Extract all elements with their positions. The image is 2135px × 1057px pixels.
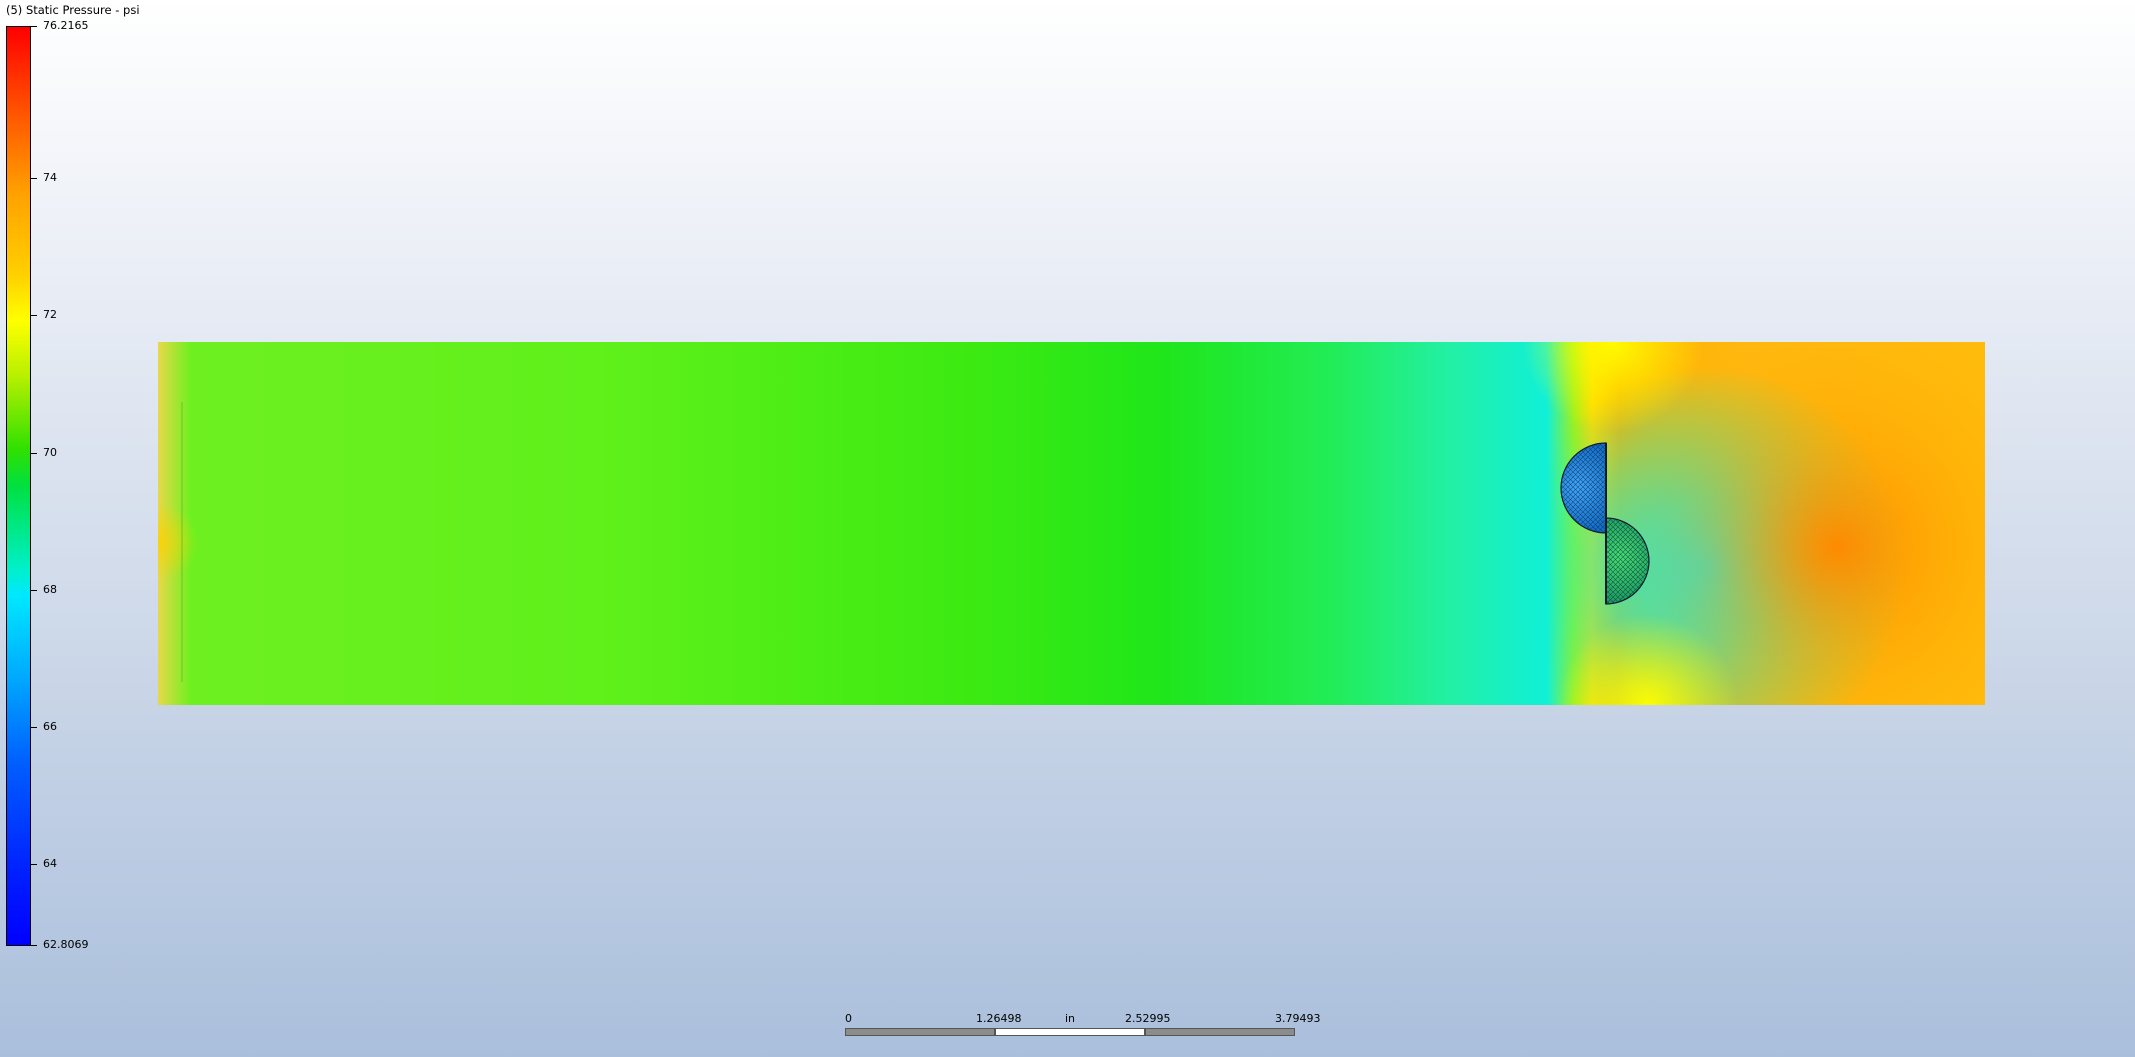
legend-tick-max (31, 26, 37, 27)
legend-tick-label-74: 74 (43, 171, 57, 184)
legend-tick-72 (31, 315, 37, 316)
pressure-field-svg (158, 342, 1985, 705)
scale-segment-1 (845, 1028, 995, 1036)
color-legend-bar (6, 26, 31, 946)
scale-segment-3 (1145, 1028, 1295, 1036)
legend-tick-66 (31, 727, 37, 728)
legend-tick-64 (31, 864, 37, 865)
legend-min-label: 62.8069 (43, 938, 89, 951)
legend-tick-label-72: 72 (43, 308, 57, 321)
stagnation-band-bottom (158, 342, 1985, 705)
upper-hemisphere-obstacle[interactable] (1560, 442, 1607, 534)
scale-segment-2 (995, 1028, 1145, 1036)
legend-title: (5) Static Pressure - psi (6, 3, 140, 17)
legend-tick-74 (31, 178, 37, 179)
legend-tick-label-70: 70 (43, 446, 57, 459)
scale-label-1: 1.26498 (976, 1012, 1022, 1025)
legend-tick-label-66: 66 (43, 720, 57, 733)
lower-hemisphere-obstacle[interactable] (1605, 517, 1650, 605)
legend-tick-68 (31, 590, 37, 591)
scale-label-2: 2.52995 (1125, 1012, 1171, 1025)
legend-tick-70 (31, 453, 37, 454)
legend-tick-min (31, 945, 37, 946)
scale-label-0: 0 (845, 1012, 852, 1025)
legend-tick-label-64: 64 (43, 857, 57, 870)
scale-unit: in (1065, 1012, 1076, 1025)
scale-label-3: 3.79493 (1275, 1012, 1321, 1025)
pressure-field-domain[interactable] (158, 342, 1985, 705)
legend-tick-label-68: 68 (43, 583, 57, 596)
legend-max-label: 76.2165 (43, 19, 89, 32)
